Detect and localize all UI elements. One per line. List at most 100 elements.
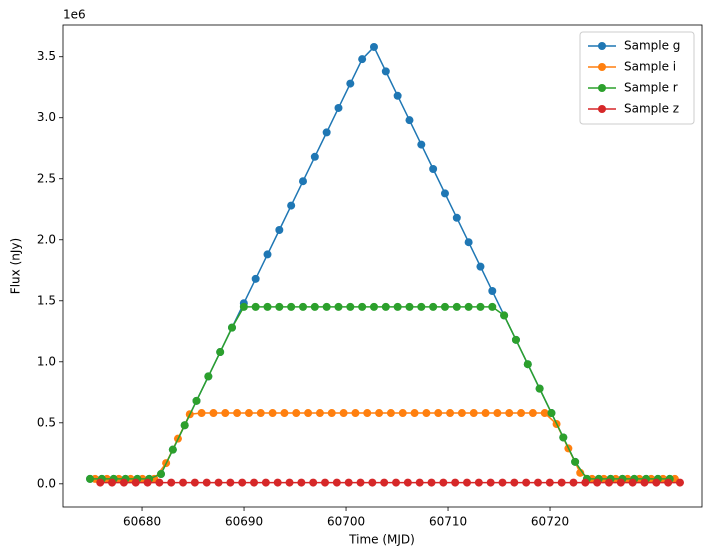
data-point [261, 478, 270, 487]
data-point [358, 55, 367, 64]
data-point [405, 302, 414, 311]
data-point [469, 409, 478, 418]
data-point [451, 478, 460, 487]
data-point [263, 250, 272, 259]
data-point [287, 201, 296, 210]
data-point [474, 478, 483, 487]
data-point [310, 302, 319, 311]
data-point [392, 478, 401, 487]
data-point [439, 478, 448, 487]
data-point [381, 67, 390, 76]
data-point [239, 302, 248, 311]
data-point [250, 478, 259, 487]
data-point [334, 103, 343, 112]
data-point [190, 478, 199, 487]
y-tick-label: 3.0 [37, 110, 56, 124]
data-point [214, 478, 223, 487]
data-point [505, 409, 514, 418]
data-point [273, 478, 282, 487]
legend-marker [598, 84, 606, 92]
y-tick-label: 1.5 [37, 293, 56, 307]
legend-box [579, 31, 695, 125]
data-point [628, 478, 637, 487]
data-point [410, 409, 419, 418]
x-axis-label: Time (MJD) [348, 533, 415, 547]
data-point [522, 478, 531, 487]
data-point [96, 478, 105, 487]
data-point [675, 478, 684, 487]
data-point [216, 348, 225, 357]
legend-label: Sample z [624, 102, 679, 116]
data-point [559, 433, 568, 442]
y-tick-label: 2.0 [37, 232, 56, 246]
data-point [119, 478, 128, 487]
data-point [417, 140, 426, 149]
data-point [446, 409, 455, 418]
x-tick-label: 60690 [225, 515, 263, 529]
data-point [434, 409, 443, 418]
data-point [427, 478, 436, 487]
data-point [197, 409, 206, 418]
data-point [452, 302, 461, 311]
data-point [358, 302, 367, 311]
x-tick-label: 60700 [327, 515, 365, 529]
data-point [369, 302, 378, 311]
data-point [429, 302, 438, 311]
data-point [285, 478, 294, 487]
y-tick-label: 3.5 [37, 49, 56, 63]
data-point [476, 262, 485, 271]
data-point [221, 409, 230, 418]
data-point [233, 409, 242, 418]
data-point [244, 409, 253, 418]
data-point [380, 478, 389, 487]
data-point [457, 409, 466, 418]
series-line [90, 306, 670, 480]
data-point [652, 478, 661, 487]
data-point [287, 302, 296, 311]
data-point [251, 302, 260, 311]
data-point [405, 116, 414, 125]
data-point [422, 409, 431, 418]
data-point [228, 323, 237, 332]
y-tick-label: 0.5 [37, 415, 56, 429]
data-point [569, 478, 578, 487]
data-point [297, 478, 306, 487]
data-point [192, 396, 201, 405]
data-point [251, 274, 260, 283]
data-point [298, 302, 307, 311]
data-point [268, 409, 277, 418]
data-point [604, 478, 613, 487]
data-point [304, 409, 313, 418]
data-point [386, 409, 395, 418]
legend-label: Sample i [624, 60, 676, 74]
y-tick-label: 0.0 [37, 476, 56, 490]
data-point [202, 478, 211, 487]
legend-marker [598, 63, 606, 71]
data-point [168, 445, 177, 454]
data-point [238, 478, 247, 487]
data-point [310, 152, 319, 161]
x-tick-label: 60710 [429, 515, 467, 529]
y-axis-label: Flux (nJy) [9, 238, 23, 294]
data-point [452, 213, 461, 222]
data-point [498, 478, 507, 487]
data-point [315, 409, 324, 418]
data-point [476, 302, 485, 311]
data-point [322, 128, 331, 137]
data-point [571, 457, 580, 466]
data-point [581, 478, 590, 487]
data-point [381, 302, 390, 311]
data-point [488, 302, 497, 311]
data-point [640, 478, 649, 487]
data-point [344, 478, 353, 487]
data-point [593, 478, 602, 487]
legend-label: Sample g [624, 39, 680, 53]
data-point [398, 409, 407, 418]
data-point [298, 177, 307, 186]
data-point [275, 302, 284, 311]
data-point [332, 478, 341, 487]
data-point [346, 302, 355, 311]
data-point [204, 372, 213, 381]
